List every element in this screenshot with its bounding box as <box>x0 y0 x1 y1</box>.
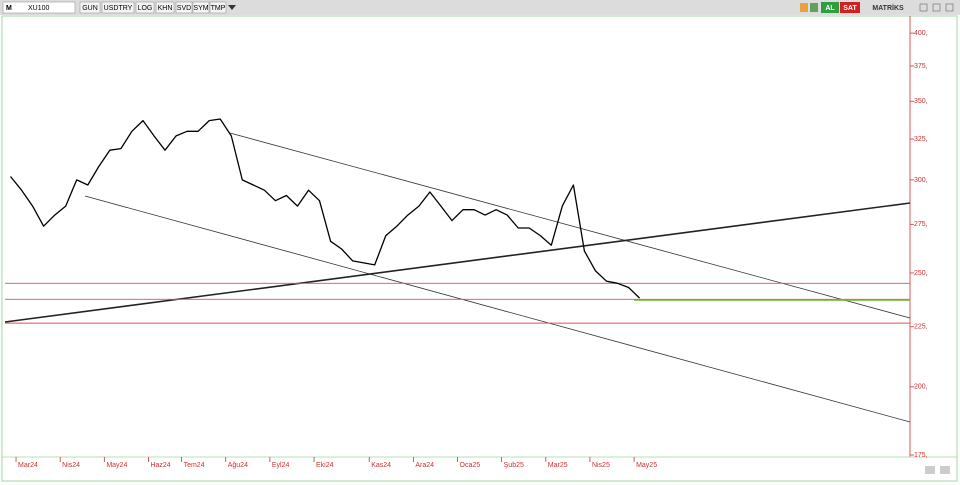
window-icon[interactable] <box>945 3 954 12</box>
x-tick-label: Haz24 <box>150 462 170 469</box>
x-tick-label: Ağu24 <box>228 462 248 469</box>
y-tick-label: 200, <box>914 384 928 391</box>
x-tick-label: Nis25 <box>592 462 610 469</box>
toolbar-button[interactable] <box>135 1 155 14</box>
toolbar-button[interactable] <box>101 1 135 14</box>
y-tick-label: 375, <box>914 63 928 70</box>
x-tick-label: May24 <box>106 462 127 469</box>
scroll-icon[interactable] <box>940 466 950 474</box>
toolbar-button[interactable] <box>79 1 101 14</box>
y-tick-label: 300, <box>914 177 928 184</box>
y-tick-label: 275, <box>914 221 928 228</box>
y-tick-label: 350, <box>914 98 928 105</box>
toolbar-button-label: SVD <box>177 5 191 12</box>
toolbar-button[interactable] <box>192 1 210 14</box>
x-tick-label: Kas24 <box>371 462 391 469</box>
x-tick-label: Tem24 <box>184 462 205 469</box>
y-tick-label: 400, <box>914 30 928 37</box>
scroll-icon[interactable] <box>925 466 935 474</box>
x-tick-label: Ara24 <box>415 462 434 469</box>
window-icon[interactable] <box>932 3 941 12</box>
toolbar-button[interactable] <box>209 1 227 14</box>
toolbar-button-label: SYM <box>193 5 208 12</box>
sell-button[interactable] <box>840 2 860 13</box>
x-tick-label: May25 <box>636 462 657 469</box>
toolbar-button-label: KHN <box>158 5 173 12</box>
trend-line <box>4 202 911 323</box>
x-tick-label: Şub25 <box>504 462 524 469</box>
buy-button[interactable] <box>821 2 839 13</box>
toolbar-buttons: GUN USDTRY LOG KHN SVD SYM TMP <box>79 1 227 14</box>
sell-label: SAT <box>843 5 857 12</box>
toolbar-button-label: LOG <box>138 5 153 12</box>
trend-line <box>84 195 911 423</box>
price-line <box>9 118 641 299</box>
x-tick-label: Eki24 <box>316 462 334 469</box>
symbol: XU100 <box>28 5 50 12</box>
icon[interactable] <box>800 3 808 12</box>
icon[interactable] <box>810 3 818 12</box>
toolbar-button-label: USDTRY <box>104 5 133 12</box>
toolbar-button-label: TMP <box>211 5 226 12</box>
x-tick-label: Oca25 <box>460 462 481 469</box>
toolbar-button[interactable] <box>155 1 175 14</box>
logo: M <box>6 5 12 12</box>
trend-line <box>229 132 911 319</box>
frame <box>1 15 958 482</box>
toolbar <box>0 0 960 15</box>
y-tick-label: 325, <box>914 136 928 143</box>
window-icon[interactable] <box>919 3 928 12</box>
x-tick-label: Mar25 <box>548 462 568 469</box>
x-tick-label: Eyl24 <box>272 462 290 469</box>
x-tick-label: Mar24 <box>18 462 38 469</box>
symbol-box[interactable] <box>2 1 76 14</box>
dropdown[interactable] <box>228 5 236 10</box>
y-tick-label: 225, <box>914 324 928 331</box>
toolbar-button-label: GUN <box>82 5 98 12</box>
brand: MATRİKS <box>872 4 904 12</box>
buy-label: AL <box>825 5 835 12</box>
toolbar-button[interactable] <box>175 1 193 14</box>
x-tick-label: Nis24 <box>62 462 80 469</box>
y-tick-label: 250, <box>914 270 928 277</box>
y-tick-label: 175, <box>914 452 928 459</box>
